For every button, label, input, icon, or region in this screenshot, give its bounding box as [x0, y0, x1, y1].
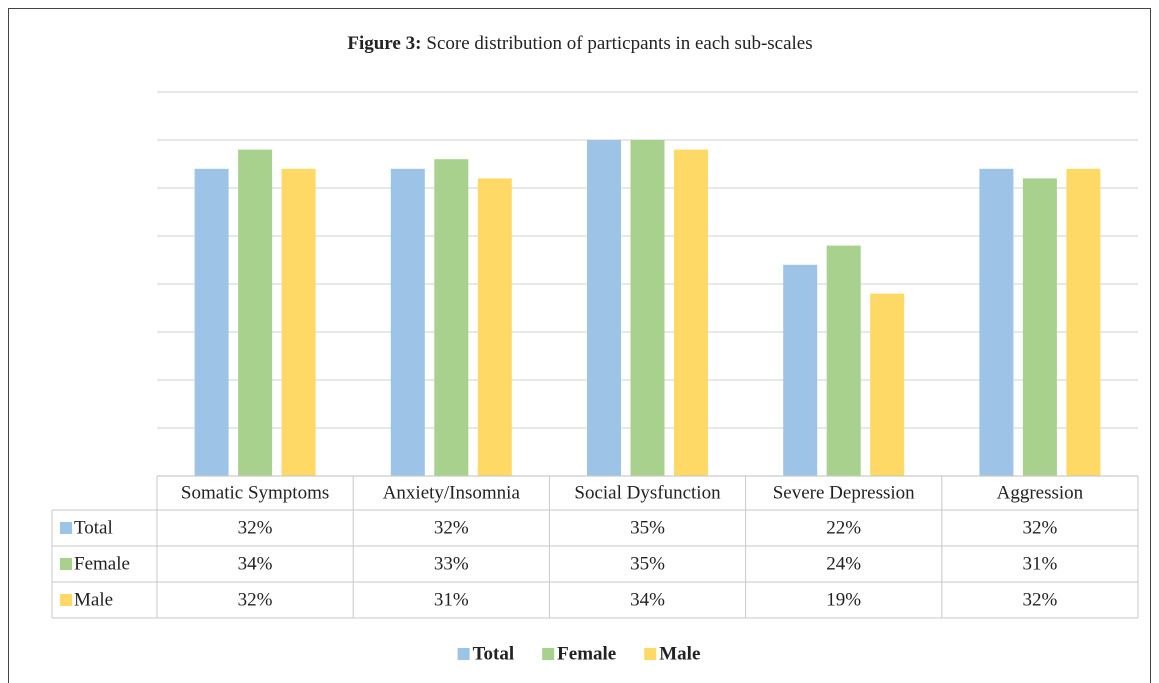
legend-swatch: [644, 648, 657, 660]
bar: [238, 149, 273, 476]
table-swatch: [60, 522, 72, 534]
title-text: Score distribution of particpants in eac…: [426, 33, 812, 54]
table-value: 32%: [238, 589, 273, 610]
chart-title: Figure 3: Score distribution of particpan…: [347, 33, 812, 54]
bar: [1066, 168, 1101, 477]
legend-label: Male: [659, 643, 700, 664]
table-value: 19%: [826, 589, 861, 610]
table-value: 32%: [434, 517, 469, 538]
x-tick-label: Social Dysfunction: [574, 482, 721, 503]
bar: [979, 168, 1014, 477]
bar: [390, 168, 425, 477]
bar: [281, 168, 316, 477]
table-value: 35%: [630, 517, 665, 538]
table-value: 32%: [1022, 589, 1057, 610]
frame: [8, 8, 1151, 683]
legend-label: Female: [557, 643, 616, 664]
legend-swatch: [457, 648, 470, 660]
table-row-label: Male: [74, 589, 113, 610]
bar: [194, 168, 229, 477]
bar: [587, 140, 621, 476]
x-tick-label: Somatic Symptoms: [181, 482, 329, 503]
table-value: 32%: [238, 517, 273, 538]
table-value: 34%: [630, 589, 665, 610]
bar: [674, 149, 708, 476]
table-value: 35%: [630, 553, 665, 574]
table-value: 22%: [826, 517, 861, 538]
table-value: 32%: [1022, 517, 1057, 538]
legend-label: Total: [473, 643, 515, 664]
bar: [434, 159, 469, 476]
table-row-label: Female: [74, 553, 130, 574]
bar: [826, 245, 861, 476]
figure-label: Figure 3:: [347, 33, 421, 54]
table-value: 24%: [826, 553, 861, 574]
bar: [870, 293, 905, 476]
table-value: 33%: [434, 553, 469, 574]
table-value: 31%: [1022, 553, 1057, 574]
bar: [630, 140, 665, 476]
table-row-label: Total: [74, 517, 113, 538]
legend-swatch: [542, 648, 555, 660]
x-tick-label: Severe Depression: [773, 482, 915, 503]
x-tick-label: Aggression: [997, 482, 1084, 503]
bar: [1022, 178, 1057, 476]
x-tick-label: Anxiety/Insomnia: [383, 482, 521, 503]
bar: [477, 178, 512, 476]
table-value: 34%: [238, 553, 273, 574]
bar: [783, 264, 818, 476]
table-value: 31%: [434, 589, 469, 610]
table-swatch: [60, 558, 72, 570]
table-swatch: [60, 594, 72, 606]
legend: Total Female Male: [457, 643, 700, 664]
